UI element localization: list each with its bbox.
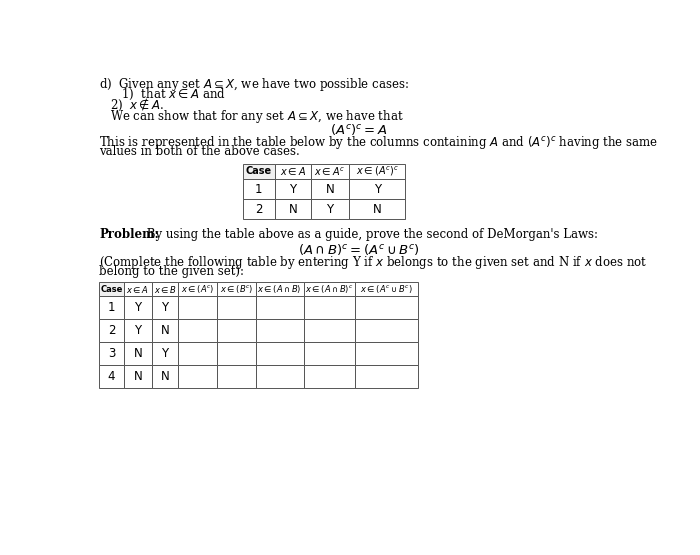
Text: $x \in (A \cap B)^c$: $x \in (A \cap B)^c$ bbox=[305, 283, 354, 295]
Bar bbox=[304, 342, 355, 365]
Bar bbox=[99, 282, 124, 296]
Text: values in both of the above cases.: values in both of the above cases. bbox=[99, 145, 300, 158]
Bar bbox=[124, 319, 152, 342]
Bar bbox=[124, 282, 152, 296]
Text: Y: Y bbox=[162, 347, 169, 360]
Bar bbox=[256, 319, 304, 342]
Bar bbox=[152, 296, 178, 319]
Text: (Complete the following table by entering Y if $x$ belongs to the given set and : (Complete the following table by enterin… bbox=[99, 255, 648, 271]
Text: $(A \cap B)^c = (A^c \cup B^c)$: $(A \cap B)^c = (A^c \cup B^c)$ bbox=[298, 242, 420, 257]
Bar bbox=[217, 319, 256, 342]
Bar bbox=[152, 319, 178, 342]
Text: N: N bbox=[373, 203, 382, 215]
Bar bbox=[311, 179, 349, 199]
Bar bbox=[242, 179, 275, 199]
Text: $x \in A$: $x \in A$ bbox=[280, 165, 306, 177]
Text: N: N bbox=[134, 347, 142, 360]
Bar bbox=[349, 199, 405, 219]
Text: $x \in (B^c)$: $x \in (B^c)$ bbox=[220, 283, 253, 295]
Text: $x \in B$: $x \in B$ bbox=[153, 284, 176, 295]
Bar bbox=[304, 319, 355, 342]
Bar bbox=[99, 296, 124, 319]
Text: We can show that for any set $A \subseteq X$, we have that: We can show that for any set $A \subsete… bbox=[99, 108, 404, 125]
Bar bbox=[217, 342, 256, 365]
Text: N: N bbox=[134, 370, 142, 384]
Bar bbox=[355, 296, 419, 319]
Bar bbox=[99, 365, 124, 388]
Text: 1: 1 bbox=[108, 301, 116, 314]
Text: 2: 2 bbox=[108, 324, 116, 337]
Text: Problem:: Problem: bbox=[99, 228, 159, 241]
Text: Case: Case bbox=[246, 166, 272, 176]
Text: $x \in (A^c \cup B^c)$: $x \in (A^c \cup B^c)$ bbox=[360, 283, 413, 295]
Text: By using the table above as a guide, prove the second of DeMorgan's Laws:: By using the table above as a guide, pro… bbox=[144, 228, 598, 241]
Text: Y: Y bbox=[374, 183, 381, 195]
Text: 4: 4 bbox=[108, 370, 116, 384]
Bar bbox=[311, 199, 349, 219]
Bar bbox=[256, 282, 304, 296]
Text: Y: Y bbox=[162, 301, 169, 314]
Bar bbox=[124, 365, 152, 388]
Bar bbox=[304, 282, 355, 296]
Text: belong to the given set):: belong to the given set): bbox=[99, 265, 244, 278]
Text: $x \in (A^c)^c$: $x \in (A^c)^c$ bbox=[356, 165, 399, 178]
Text: Y: Y bbox=[134, 324, 141, 337]
Bar bbox=[152, 365, 178, 388]
Bar bbox=[349, 179, 405, 199]
Bar bbox=[178, 319, 217, 342]
Bar bbox=[304, 296, 355, 319]
Bar bbox=[217, 282, 256, 296]
Bar bbox=[178, 342, 217, 365]
Text: Y: Y bbox=[134, 301, 141, 314]
Text: N: N bbox=[160, 324, 169, 337]
Bar bbox=[124, 342, 152, 365]
Text: $x \in (A^c)$: $x \in (A^c)$ bbox=[181, 283, 214, 295]
Bar bbox=[217, 365, 256, 388]
Text: $x \in A^c$: $x \in A^c$ bbox=[314, 165, 346, 178]
Bar bbox=[178, 296, 217, 319]
Bar bbox=[152, 282, 178, 296]
Bar bbox=[355, 319, 419, 342]
Text: $x \in (A \cap B)$: $x \in (A \cap B)$ bbox=[258, 283, 302, 295]
Bar bbox=[355, 342, 419, 365]
Text: 3: 3 bbox=[108, 347, 116, 360]
Text: N: N bbox=[326, 183, 335, 195]
Text: N: N bbox=[288, 203, 298, 215]
Text: $(A^c)^c = A$: $(A^c)^c = A$ bbox=[330, 122, 388, 137]
Bar bbox=[217, 296, 256, 319]
Bar bbox=[304, 365, 355, 388]
Bar bbox=[124, 296, 152, 319]
Text: N: N bbox=[160, 370, 169, 384]
Text: $x \in A$: $x \in A$ bbox=[127, 284, 149, 295]
Text: This is represented in the table below by the columns containing $A$ and $(A^c)^: This is represented in the table below b… bbox=[99, 134, 658, 152]
Text: Case: Case bbox=[100, 285, 122, 294]
Bar bbox=[355, 365, 419, 388]
Bar bbox=[275, 164, 311, 179]
Bar bbox=[99, 342, 124, 365]
Bar bbox=[99, 319, 124, 342]
Bar bbox=[178, 365, 217, 388]
Text: 1)  that $x \in A$ and: 1) that $x \in A$ and bbox=[99, 87, 226, 102]
Bar bbox=[275, 199, 311, 219]
Bar bbox=[349, 164, 405, 179]
Bar bbox=[256, 342, 304, 365]
Bar bbox=[178, 282, 217, 296]
Text: Y: Y bbox=[289, 183, 296, 195]
Bar bbox=[152, 342, 178, 365]
Bar bbox=[242, 199, 275, 219]
Text: 2)  $x \notin A$.: 2) $x \notin A$. bbox=[99, 97, 164, 113]
Bar bbox=[311, 164, 349, 179]
Text: 1: 1 bbox=[255, 183, 262, 195]
Text: Y: Y bbox=[326, 203, 334, 215]
Bar bbox=[275, 179, 311, 199]
Text: 2: 2 bbox=[255, 203, 262, 215]
Bar bbox=[355, 282, 419, 296]
Text: d)  Given any set $A \subseteq X$, we have two possible cases:: d) Given any set $A \subseteq X$, we hav… bbox=[99, 76, 409, 93]
Bar bbox=[242, 164, 275, 179]
Bar bbox=[256, 296, 304, 319]
Bar bbox=[256, 365, 304, 388]
